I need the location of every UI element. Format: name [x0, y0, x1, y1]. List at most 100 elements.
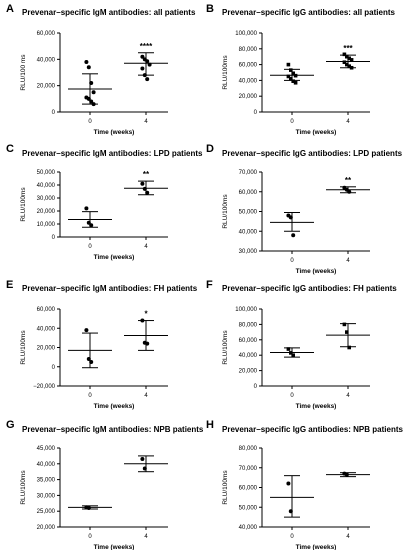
y-tick-label: 60,000	[37, 307, 56, 313]
x-tick-label: 4	[144, 393, 148, 399]
significance-label: *	[144, 310, 148, 319]
data-point	[86, 357, 91, 362]
data-point	[140, 66, 145, 71]
x-axis-label: Time (weeks)	[296, 268, 337, 275]
y-tick-label: 60,000	[239, 486, 258, 492]
chart-title: Prevenar–specific IgM antibodies: all pa…	[22, 8, 196, 17]
x-tick-label: 0	[290, 393, 294, 399]
data-point	[288, 509, 293, 514]
y-tick-label: 60,000	[37, 31, 56, 37]
data-point	[142, 186, 147, 191]
x-tick-label: 0	[290, 258, 294, 264]
data-point	[291, 79, 295, 83]
y-tick-label: 30,000	[37, 493, 56, 499]
chart-title: Prevenar–specific IgG antibodies: all pa…	[222, 8, 395, 17]
data-point	[142, 466, 147, 471]
chart-title: Prevenar–specific IgM antibodies: FH pat…	[22, 284, 198, 293]
panel-letter: G	[6, 419, 15, 431]
panel-letter: D	[206, 143, 214, 155]
x-tick-label: 0	[88, 393, 92, 399]
y-axis-label: RLU/100ms	[20, 330, 27, 365]
data-point	[347, 189, 352, 194]
data-point	[342, 60, 347, 65]
significance-label: **	[345, 176, 352, 185]
panel-letter: C	[6, 143, 14, 155]
chart-title: Prevenar–specific IgG antibodies: LPD pa…	[222, 149, 403, 158]
x-axis-label: Time (weeks)	[94, 403, 135, 410]
data-point	[145, 190, 150, 195]
panel-letter: B	[206, 3, 214, 15]
data-point	[84, 59, 89, 64]
data-point	[89, 99, 94, 104]
y-tick-label: 30,000	[37, 196, 56, 202]
data-point	[289, 68, 293, 72]
y-tick-label: 40,000	[239, 353, 258, 359]
y-tick-label: 40,000	[239, 525, 258, 531]
data-point	[140, 181, 145, 186]
chart-panel-h: H Prevenar–specific IgG antibodies: NPB p…	[206, 419, 403, 551]
data-point	[91, 102, 96, 107]
significance-label: ***	[343, 44, 353, 53]
chart-panel-c: C Prevenar–specific IgM antibodies: LPD p…	[6, 143, 203, 261]
panel-letter: H	[206, 419, 214, 431]
y-tick-label: 20,000	[37, 525, 56, 531]
data-point	[147, 62, 152, 67]
y-tick-label: 20,000	[37, 346, 56, 352]
x-tick-label: 0	[88, 534, 92, 540]
y-tick-label: 40,000	[37, 57, 56, 63]
data-point	[89, 81, 94, 86]
y-axis-label: RLU/100ms	[222, 470, 229, 505]
x-axis-label: Time (weeks)	[296, 403, 337, 410]
data-point	[349, 65, 354, 70]
y-tick-label: 80,000	[239, 322, 258, 328]
y-tick-label: 50,000	[37, 170, 56, 176]
data-point	[347, 56, 351, 61]
chart-panel-e: E Prevenar–specific IgM antibodies: FH pa…	[6, 279, 198, 410]
chart-panel-g: G Prevenar–specific IgM antibodies: NPB p…	[6, 419, 204, 551]
significance-label: ****	[140, 42, 153, 51]
x-tick-label: 0	[290, 119, 294, 125]
chart-title: Prevenar–specific IgG antibodies: NPB pa…	[222, 425, 403, 434]
data-point	[293, 80, 298, 85]
data-point	[140, 318, 145, 323]
y-tick-label: 60,000	[239, 190, 258, 196]
data-point	[140, 54, 145, 59]
y-tick-label: 0	[52, 365, 56, 371]
data-point	[291, 353, 295, 357]
panel-letter: F	[206, 279, 213, 291]
data-point	[286, 481, 291, 486]
y-axis-label: RLU/100ms	[20, 470, 27, 505]
data-point	[345, 330, 349, 334]
y-axis-label: RLU/100 ms	[20, 54, 27, 91]
y-axis-label: RLU/100ms	[20, 187, 27, 222]
y-tick-label: 70,000	[239, 466, 258, 472]
x-tick-label: 4	[346, 258, 350, 264]
panel-letter: A	[6, 3, 14, 15]
y-tick-label: 0	[254, 384, 258, 390]
y-axis-label: RLU/100ms	[222, 330, 229, 365]
x-tick-label: 4	[346, 534, 350, 540]
data-point	[89, 223, 94, 228]
data-point	[345, 54, 349, 59]
x-axis-label: Time (weeks)	[94, 254, 135, 261]
x-axis-label: Time (weeks)	[94, 544, 135, 550]
y-tick-label: 45,000	[37, 446, 56, 452]
y-tick-label: 20,000	[37, 84, 56, 90]
data-point	[342, 52, 347, 57]
data-point	[86, 506, 91, 511]
y-tick-label: 100,000	[235, 307, 257, 313]
chart-panel-a: A Prevenar–specific IgM antibodies: all p…	[6, 3, 196, 136]
chart-panel-d: D Prevenar–specific IgG antibodies: LPD p…	[206, 143, 403, 275]
y-tick-label: −20,000	[33, 384, 56, 390]
data-point	[286, 62, 291, 67]
chart-title: Prevenar–specific IgG antibodies: FH pat…	[222, 284, 397, 293]
data-point	[289, 351, 293, 355]
data-point	[89, 359, 94, 364]
data-point	[84, 206, 89, 211]
y-tick-label: 20,000	[37, 209, 56, 215]
y-axis-label: RLU/100ms	[222, 194, 229, 229]
y-tick-label: 50,000	[239, 210, 258, 216]
data-point	[291, 233, 296, 238]
x-axis-label: Time (weeks)	[94, 129, 135, 136]
